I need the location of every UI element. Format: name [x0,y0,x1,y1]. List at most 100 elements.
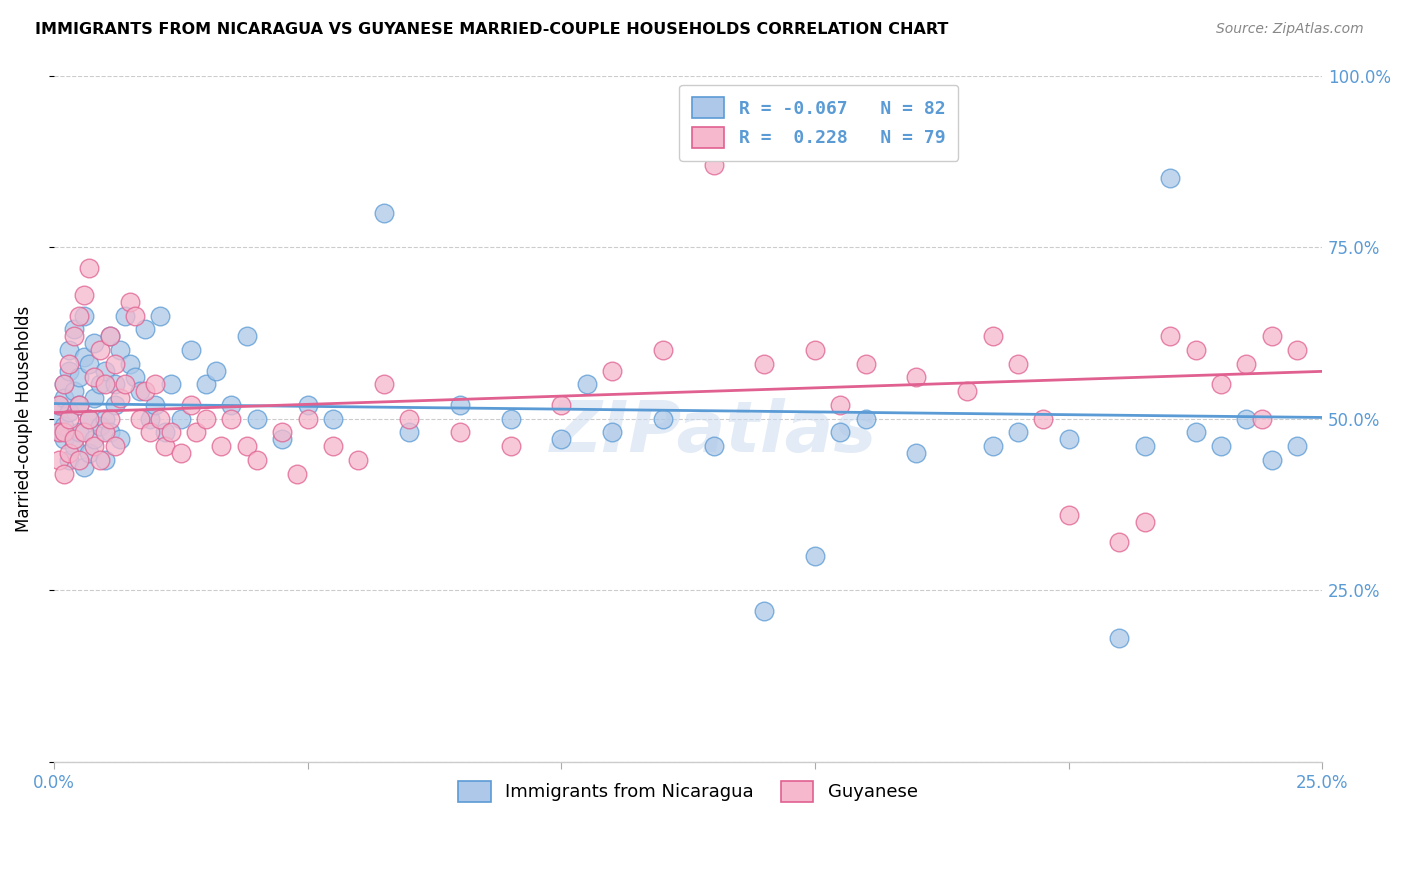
Point [93,452,115,467]
Point [108,391,131,405]
Point [1286,439,1309,453]
Point [53,467,76,481]
Point [108,432,131,446]
Point [205,363,228,377]
Point [804,549,827,563]
Point [1108,632,1130,646]
Point [48,452,70,467]
Point [1286,343,1309,357]
Point [155,439,177,453]
Point [235,329,257,343]
Point [79,446,101,460]
Point [79,357,101,371]
Point [347,452,370,467]
Point [73,459,96,474]
Point [754,604,776,618]
Point [58,405,80,419]
Point [287,467,309,481]
Point [104,398,127,412]
Point [73,309,96,323]
Point [89,343,111,357]
Point [79,411,101,425]
Point [58,452,80,467]
Point [63,384,86,399]
Point [905,370,928,384]
Y-axis label: Married-couple Households: Married-couple Households [15,306,32,532]
Point [134,384,156,399]
Point [104,439,127,453]
Point [93,411,115,425]
Point [114,309,136,323]
Point [48,425,70,440]
Point [322,439,344,453]
Point [1209,439,1232,453]
Point [63,322,86,336]
Point [195,411,218,425]
Point [600,363,623,377]
Point [1057,432,1080,446]
Point [83,336,105,351]
Point [855,411,877,425]
Point [48,425,70,440]
Point [221,411,243,425]
Point [58,343,80,357]
Point [124,309,146,323]
Point [48,398,70,412]
Point [98,329,121,343]
Point [93,425,115,440]
Point [449,398,471,412]
Point [1007,425,1029,440]
Point [155,425,177,440]
Point [855,357,877,371]
Point [830,398,852,412]
Point [53,377,76,392]
Point [159,377,181,392]
Point [221,398,243,412]
Point [499,439,522,453]
Point [83,370,105,384]
Point [93,377,115,392]
Point [143,398,166,412]
Point [134,322,156,336]
Point [1250,411,1272,425]
Point [67,452,90,467]
Point [184,425,207,440]
Point [804,343,827,357]
Text: IMMIGRANTS FROM NICARAGUA VS GUYANESE MARRIED-COUPLE HOUSEHOLDS CORRELATION CHAR: IMMIGRANTS FROM NICARAGUA VS GUYANESE MA… [35,22,949,37]
Point [129,411,152,425]
Point [449,425,471,440]
Point [651,411,673,425]
Point [981,439,1004,453]
Point [575,377,598,392]
Text: Source: ZipAtlas.com: Source: ZipAtlas.com [1216,22,1364,37]
Point [83,439,105,453]
Point [58,411,80,425]
Point [1184,343,1206,357]
Point [67,309,90,323]
Point [1133,515,1156,529]
Point [63,432,86,446]
Point [235,439,257,453]
Legend: Immigrants from Nicaragua, Guyanese: Immigrants from Nicaragua, Guyanese [446,768,931,814]
Point [139,411,162,425]
Point [905,446,928,460]
Point [159,425,181,440]
Point [104,357,127,371]
Point [702,158,724,172]
Point [143,377,166,392]
Point [124,370,146,384]
Point [79,260,101,275]
Point [651,343,673,357]
Point [398,411,420,425]
Point [83,432,105,446]
Point [981,329,1004,343]
Point [104,377,127,392]
Point [246,411,269,425]
Point [67,398,90,412]
Point [58,363,80,377]
Point [1159,171,1181,186]
Point [702,439,724,453]
Point [53,418,76,433]
Point [114,377,136,392]
Point [550,398,572,412]
